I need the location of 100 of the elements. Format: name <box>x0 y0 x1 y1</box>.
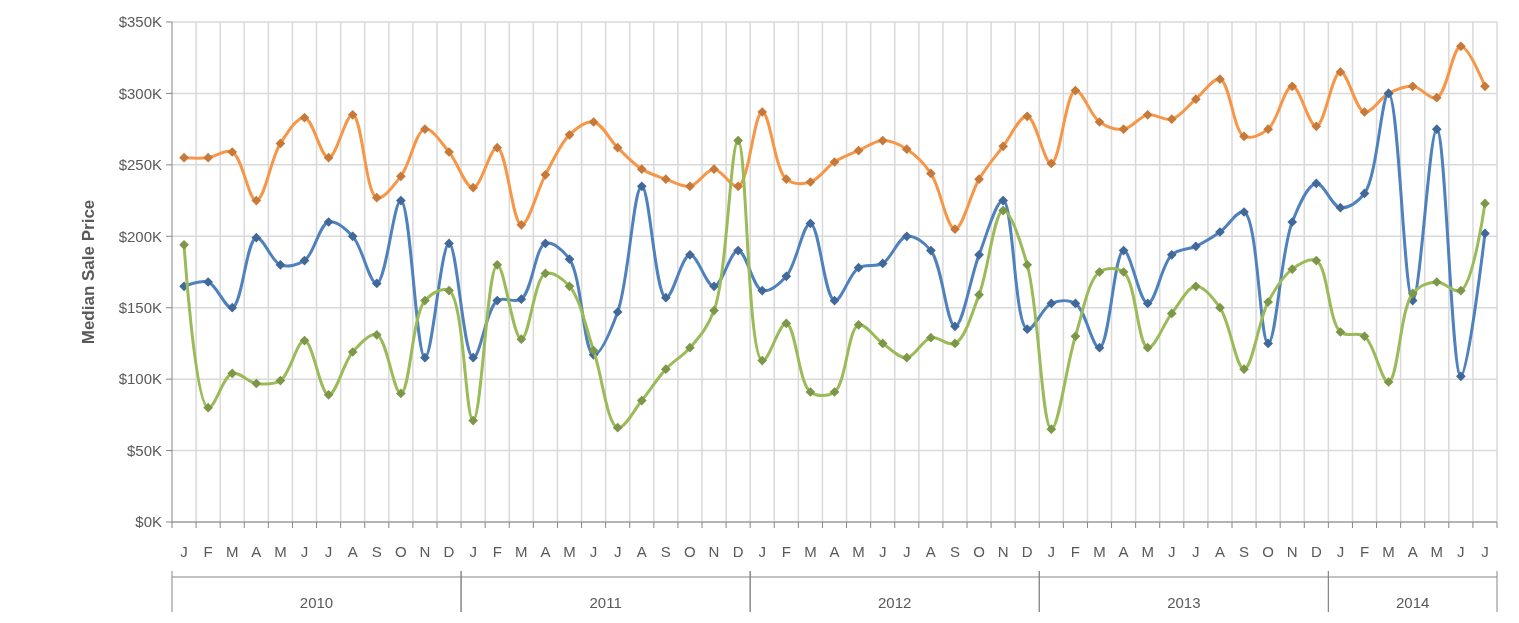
x-tick-label: N <box>997 543 1009 560</box>
text: 2010 <box>299 594 334 611</box>
point <box>492 260 503 270</box>
point <box>323 390 334 400</box>
point <box>877 258 888 269</box>
point <box>1311 121 1322 132</box>
x-tick-label: J <box>300 543 309 560</box>
point <box>685 250 695 260</box>
point <box>1166 114 1177 124</box>
x-tick-label: S <box>1239 543 1250 560</box>
x-tick-label: J <box>613 543 622 560</box>
point <box>1142 342 1153 353</box>
point <box>1215 302 1225 313</box>
point <box>588 345 599 356</box>
point <box>203 402 213 413</box>
point <box>1407 288 1418 299</box>
point <box>1094 117 1105 127</box>
point <box>1022 260 1033 270</box>
x-tick-label: A <box>925 543 936 560</box>
text: 2012 <box>878 594 912 611</box>
point <box>1191 94 1201 104</box>
point <box>1094 267 1105 277</box>
point <box>926 168 936 179</box>
point <box>1480 228 1490 239</box>
point <box>1239 131 1249 142</box>
point <box>901 352 912 363</box>
x-tick-label: M <box>515 543 528 560</box>
point <box>661 292 671 303</box>
point <box>926 245 936 256</box>
point <box>926 332 936 343</box>
point <box>1287 81 1298 92</box>
point <box>733 181 743 192</box>
point <box>805 177 816 187</box>
x-tick-label: J <box>878 543 887 560</box>
x-tick-label: D <box>443 543 455 560</box>
point <box>998 205 1008 216</box>
point <box>1142 298 1153 309</box>
point <box>781 271 792 282</box>
point <box>468 182 478 193</box>
x-tick-label: J <box>1481 543 1489 560</box>
point <box>1239 364 1249 374</box>
point <box>516 334 527 344</box>
x-tick-label: A <box>1118 543 1129 560</box>
point <box>950 321 960 332</box>
point <box>974 290 984 300</box>
point <box>1070 85 1081 96</box>
point <box>396 195 406 206</box>
point <box>251 378 262 389</box>
point <box>468 415 478 426</box>
point <box>636 181 647 192</box>
point <box>275 138 286 149</box>
point <box>998 141 1008 152</box>
point <box>1311 255 1322 266</box>
point <box>901 231 912 242</box>
point <box>1456 41 1466 52</box>
point <box>1094 342 1105 353</box>
point <box>805 218 816 229</box>
point <box>757 285 768 296</box>
point <box>950 224 960 234</box>
text: 2011 <box>589 594 622 611</box>
x-tick-label: N <box>1286 543 1298 560</box>
x-tick-label: J <box>1192 543 1200 560</box>
point <box>1118 267 1129 277</box>
point <box>901 144 912 154</box>
x-tick-label: M <box>1141 543 1154 560</box>
x-tick-label: A <box>1214 543 1225 560</box>
point <box>1263 338 1273 349</box>
point <box>1311 178 1322 189</box>
point <box>444 238 454 249</box>
point <box>179 152 189 163</box>
point <box>1142 110 1153 120</box>
point <box>1359 107 1370 117</box>
point <box>709 164 719 174</box>
point <box>1287 264 1298 274</box>
point <box>371 192 382 203</box>
point <box>1431 277 1442 287</box>
point <box>227 368 238 379</box>
point <box>179 240 189 250</box>
point <box>323 217 334 227</box>
point <box>661 364 671 374</box>
point <box>227 147 238 157</box>
point <box>1480 81 1490 92</box>
point <box>974 174 984 184</box>
y-tick-label: $350K <box>118 13 162 31</box>
y-tick-label: $0K <box>135 513 162 531</box>
point <box>396 171 406 182</box>
x-tick-label: M <box>563 543 576 560</box>
point <box>1407 81 1418 92</box>
x-tick-label: J <box>324 543 333 560</box>
point <box>709 305 719 316</box>
point <box>516 294 527 304</box>
point <box>853 262 864 273</box>
point <box>1335 202 1346 213</box>
x-tick-label: J <box>903 543 911 560</box>
point <box>1480 198 1490 209</box>
x-tick-label: J <box>1168 543 1176 560</box>
x-tick-label: N <box>708 543 720 560</box>
x-tick-label: S <box>660 543 671 560</box>
point <box>251 232 262 243</box>
x-tick-label: J <box>1457 543 1465 560</box>
